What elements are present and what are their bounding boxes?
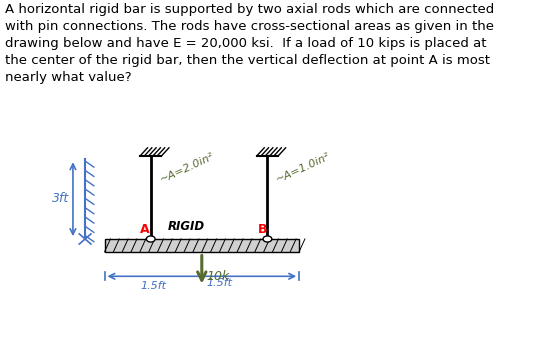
Circle shape (263, 236, 272, 242)
Text: A horizontal rigid bar is supported by two axial rods which are connected
with p: A horizontal rigid bar is supported by t… (5, 3, 494, 84)
Text: B: B (258, 223, 267, 236)
Text: A: A (140, 223, 150, 236)
Text: RIGID: RIGID (168, 220, 205, 233)
Text: 1.5ft: 1.5ft (206, 278, 232, 288)
Text: ~A=2.0in²: ~A=2.0in² (158, 151, 215, 185)
Text: 3ft: 3ft (52, 192, 70, 205)
Bar (104, 239, 299, 252)
Text: 10k: 10k (206, 270, 230, 283)
Circle shape (146, 236, 155, 242)
Text: 1.5ft: 1.5ft (140, 281, 166, 291)
Text: ~A=1.0in²: ~A=1.0in² (275, 151, 332, 185)
